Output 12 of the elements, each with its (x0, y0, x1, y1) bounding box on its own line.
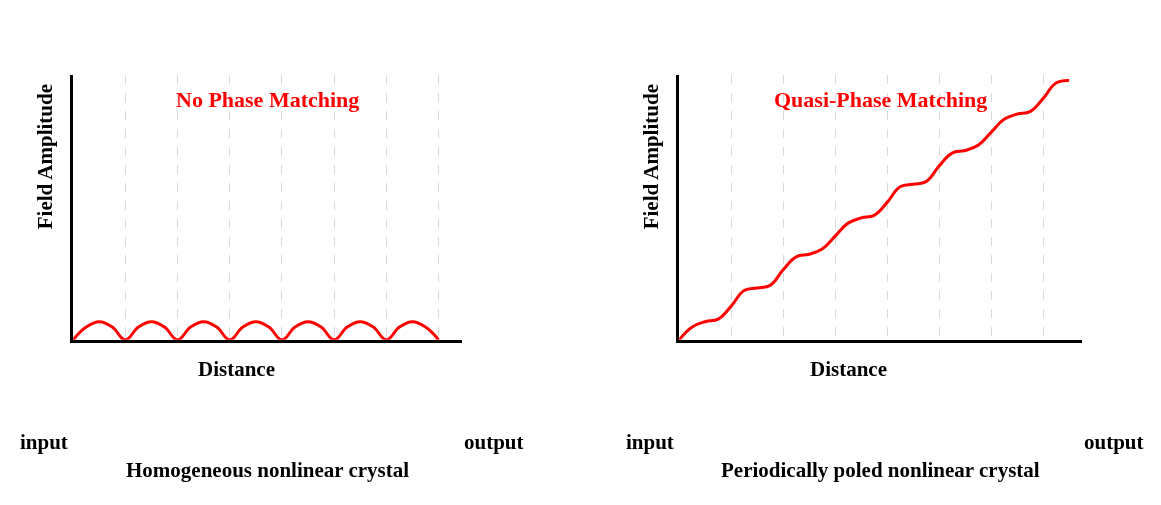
text: Periodically poled nonlinear crystal (721, 458, 1040, 482)
y-axis-title: Field Amplitude (639, 84, 664, 230)
y-axis-title: Field Amplitude (33, 83, 58, 230)
text: input (20, 430, 68, 454)
x-axis-title: Distance (810, 357, 887, 381)
x-axis-title: Distance (198, 357, 275, 381)
chart-title: Quasi-Phase Matching (774, 87, 988, 112)
chart-title: No Phase Matching (176, 87, 360, 112)
text: Homogeneous nonlinear crystal (126, 458, 410, 482)
text: output (464, 430, 524, 454)
text: output (1084, 430, 1144, 454)
text: input (626, 430, 674, 454)
